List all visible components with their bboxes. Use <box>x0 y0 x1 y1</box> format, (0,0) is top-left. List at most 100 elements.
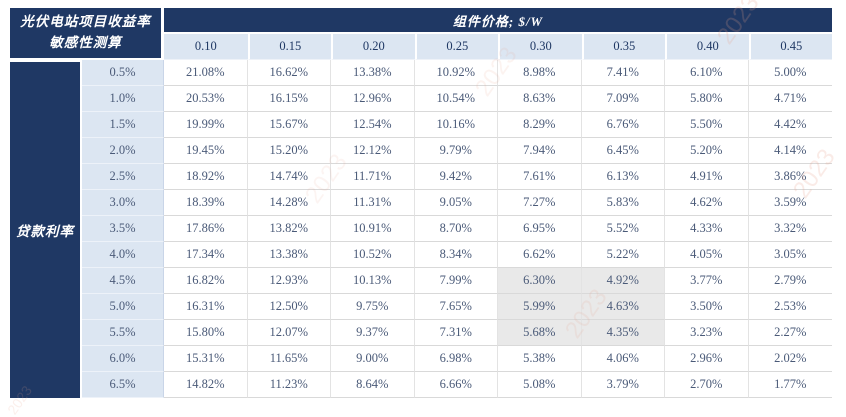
value-cell: 7.27% <box>498 190 582 216</box>
value-cell: 4.92% <box>581 268 665 294</box>
value-cell: 5.68% <box>498 320 582 346</box>
value-cell: 6.66% <box>414 372 498 398</box>
value-cell: 7.31% <box>414 320 498 346</box>
value-cell: 8.63% <box>498 86 582 112</box>
value-cell: 15.80% <box>164 320 248 346</box>
value-cell: 3.77% <box>665 268 749 294</box>
value-cell: 11.65% <box>247 346 331 372</box>
value-cell: 21.08% <box>164 60 248 86</box>
value-cell: 4.06% <box>581 346 665 372</box>
value-cell: 9.42% <box>414 164 498 190</box>
value-cell: 4.05% <box>665 242 749 268</box>
row-header: 1.5% <box>82 112 164 138</box>
value-cell: 11.23% <box>247 372 331 398</box>
row-group-header: 贷款利率 <box>10 60 82 398</box>
value-cell: 10.91% <box>331 216 415 242</box>
row-header: 0.5% <box>82 60 164 86</box>
value-cell: 15.67% <box>247 112 331 138</box>
value-cell: 9.75% <box>331 294 415 320</box>
value-cell: 9.05% <box>414 190 498 216</box>
value-cell: 10.54% <box>414 86 498 112</box>
value-cell: 3.50% <box>665 294 749 320</box>
row-header: 5.5% <box>82 320 164 346</box>
column-header: 0.10 <box>164 34 248 60</box>
value-cell: 12.93% <box>247 268 331 294</box>
row-header: 1.0% <box>82 86 164 112</box>
value-cell: 14.74% <box>247 164 331 190</box>
value-cell: 12.12% <box>331 138 415 164</box>
value-cell: 16.31% <box>164 294 248 320</box>
value-cell: 17.86% <box>164 216 248 242</box>
row-header: 6.5% <box>82 372 164 398</box>
value-cell: 3.86% <box>748 164 832 190</box>
value-cell: 3.79% <box>581 372 665 398</box>
value-cell: 3.23% <box>665 320 749 346</box>
value-cell: 5.22% <box>581 242 665 268</box>
value-cell: 5.52% <box>581 216 665 242</box>
column-group-header: 组件价格; $/W <box>164 8 832 34</box>
row-header: 3.5% <box>82 216 164 242</box>
value-cell: 8.64% <box>331 372 415 398</box>
row-group-header-label: 贷款利率 <box>16 224 74 239</box>
value-cell: 5.20% <box>665 138 749 164</box>
value-cell: 18.39% <box>164 190 248 216</box>
value-cell: 7.94% <box>498 138 582 164</box>
value-cell: 16.62% <box>247 60 331 86</box>
value-cell: 13.82% <box>247 216 331 242</box>
value-cell: 3.05% <box>748 242 832 268</box>
value-cell: 19.99% <box>164 112 248 138</box>
value-cell: 6.45% <box>581 138 665 164</box>
corner-header-line1: 光伏电站项目收益率 <box>20 14 151 30</box>
value-cell: 8.29% <box>498 112 582 138</box>
column-header: 0.15 <box>247 34 331 60</box>
row-header: 4.5% <box>82 268 164 294</box>
value-cell: 10.52% <box>331 242 415 268</box>
value-cell: 3.59% <box>748 190 832 216</box>
value-cell: 14.28% <box>247 190 331 216</box>
row-header: 4.0% <box>82 242 164 268</box>
value-cell: 5.99% <box>498 294 582 320</box>
value-cell: 20.53% <box>164 86 248 112</box>
value-cell: 2.70% <box>665 372 749 398</box>
value-cell: 2.79% <box>748 268 832 294</box>
column-header: 0.20 <box>331 34 415 60</box>
value-cell: 13.38% <box>331 60 415 86</box>
value-cell: 5.00% <box>748 60 832 86</box>
value-cell: 14.82% <box>164 372 248 398</box>
value-cell: 6.30% <box>498 268 582 294</box>
value-cell: 6.76% <box>581 112 665 138</box>
value-cell: 2.02% <box>748 346 832 372</box>
value-cell: 16.82% <box>164 268 248 294</box>
value-cell: 6.10% <box>665 60 749 86</box>
value-cell: 8.70% <box>414 216 498 242</box>
value-cell: 7.61% <box>498 164 582 190</box>
value-cell: 7.09% <box>581 86 665 112</box>
value-cell: 5.08% <box>498 372 582 398</box>
value-cell: 8.98% <box>498 60 582 86</box>
value-cell: 11.71% <box>331 164 415 190</box>
value-cell: 19.45% <box>164 138 248 164</box>
value-cell: 12.50% <box>247 294 331 320</box>
value-cell: 4.91% <box>665 164 749 190</box>
value-cell: 8.34% <box>414 242 498 268</box>
corner-header-line2: 敏感性测算 <box>49 35 122 50</box>
value-cell: 5.50% <box>665 112 749 138</box>
row-header: 6.0% <box>82 346 164 372</box>
value-cell: 16.15% <box>247 86 331 112</box>
value-cell: 10.13% <box>331 268 415 294</box>
value-cell: 5.83% <box>581 190 665 216</box>
row-header: 2.0% <box>82 138 164 164</box>
value-cell: 4.62% <box>665 190 749 216</box>
value-cell: 10.16% <box>414 112 498 138</box>
value-cell: 4.63% <box>581 294 665 320</box>
value-cell: 6.98% <box>414 346 498 372</box>
value-cell: 2.96% <box>665 346 749 372</box>
value-cell: 13.38% <box>247 242 331 268</box>
value-cell: 4.14% <box>748 138 832 164</box>
value-cell: 3.32% <box>748 216 832 242</box>
value-cell: 1.77% <box>748 372 832 398</box>
sensitivity-table-figure: 光伏电站项目收益率 敏感性测算 组件价格; $/W 贷款利率 0.10 0.15 0… <box>10 8 832 398</box>
value-cell: 4.71% <box>748 86 832 112</box>
value-cell: 9.37% <box>331 320 415 346</box>
value-cell: 9.00% <box>331 346 415 372</box>
